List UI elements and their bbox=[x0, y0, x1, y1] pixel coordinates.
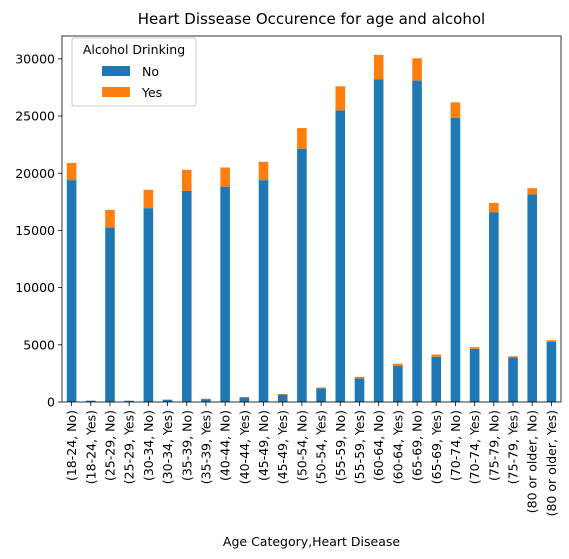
bar-no-8 bbox=[220, 186, 230, 402]
legend-swatch-yes bbox=[102, 87, 130, 97]
bar-yes-13 bbox=[316, 387, 326, 389]
x-tick-label: (75-79, No) bbox=[486, 410, 501, 481]
x-tick-label: (45-49, Yes) bbox=[275, 410, 290, 484]
bar-no-3 bbox=[124, 400, 134, 402]
bar-no-7 bbox=[201, 399, 211, 402]
bar-yes-20 bbox=[450, 102, 461, 118]
bar-no-2 bbox=[105, 227, 115, 402]
bar-no-9 bbox=[239, 397, 250, 402]
y-axis: 0 5000 10000 15000 20000 25000 30000 bbox=[15, 51, 62, 410]
bar-yes-23 bbox=[508, 356, 518, 358]
x-tick-label: (80 or older, No) bbox=[525, 410, 540, 513]
x-tick-label: (60-64, Yes) bbox=[390, 410, 405, 484]
x-tick-label: (18-24, No) bbox=[64, 410, 79, 481]
bar-no-16 bbox=[373, 79, 384, 403]
x-tick-label: (80 or older, Yes) bbox=[544, 410, 559, 516]
legend-label-no: No bbox=[142, 64, 159, 79]
bar-yes-4 bbox=[143, 189, 154, 209]
bar-yes-10 bbox=[258, 161, 269, 181]
bar-no-11 bbox=[277, 394, 288, 402]
x-tick-label: (50-54, Yes) bbox=[314, 410, 329, 484]
y-tick-label: 20000 bbox=[15, 166, 55, 181]
bar-no-12 bbox=[297, 148, 307, 402]
x-tick-label: (60-64, No) bbox=[371, 410, 386, 481]
bar-yes-16 bbox=[373, 54, 384, 80]
x-axis-label: Age Category,Heart Disease bbox=[223, 534, 400, 549]
bar-yes-14 bbox=[335, 86, 346, 111]
x-tick-label: (55-59, No) bbox=[333, 410, 348, 481]
x-tick-label: (25-29, Yes) bbox=[122, 410, 137, 484]
bar-yes-2 bbox=[105, 209, 115, 228]
x-tick-label: (30-34, No) bbox=[141, 410, 156, 481]
bar-yes-6 bbox=[181, 169, 192, 191]
bar-no-6 bbox=[181, 190, 192, 402]
bar-no-17 bbox=[393, 365, 403, 402]
bar-no-5 bbox=[162, 399, 173, 402]
x-tick-label: (65-69, Yes) bbox=[429, 410, 444, 484]
bar-yes-17 bbox=[393, 363, 403, 366]
y-tick-label: 5000 bbox=[23, 337, 55, 352]
x-tick-label: (30-34, Yes) bbox=[160, 410, 175, 484]
bar-no-4 bbox=[143, 208, 154, 402]
x-axis: (18-24, No) (18-24, Yes) (25-29, No) (25-29… bbox=[64, 402, 559, 516]
chart-title: Heart Dissease Occurence for age and alc… bbox=[138, 10, 485, 28]
x-tick-label: (50-54, No) bbox=[294, 410, 309, 481]
legend-items: No Yes bbox=[102, 64, 162, 100]
y-tick-label: 30000 bbox=[15, 51, 55, 66]
x-tick-label: (70-74, No) bbox=[448, 410, 463, 481]
bar-no-24 bbox=[527, 194, 538, 402]
legend-label-yes: Yes bbox=[141, 85, 162, 100]
x-tick-label: (70-74, Yes) bbox=[467, 410, 482, 484]
x-tick-label: (18-24, Yes) bbox=[83, 410, 98, 484]
x-tick-label: (75-79, Yes) bbox=[506, 410, 521, 484]
bar-no-21 bbox=[469, 348, 480, 402]
bar-no-18 bbox=[412, 80, 422, 402]
y-tick-label: 15000 bbox=[15, 223, 55, 238]
bar-no-0 bbox=[66, 180, 77, 402]
bar-no-19 bbox=[431, 356, 442, 402]
bar-no-15 bbox=[354, 378, 365, 402]
bar-no-22 bbox=[489, 212, 499, 402]
legend-swatch-no bbox=[102, 66, 130, 76]
bar-no-23 bbox=[508, 357, 518, 402]
bar-yes-19 bbox=[431, 354, 442, 357]
bar-no-13 bbox=[316, 388, 326, 402]
x-tick-label: (65-69, No) bbox=[410, 410, 425, 481]
bar-yes-21 bbox=[469, 347, 480, 349]
bar-yes-25 bbox=[546, 340, 557, 342]
bar-no-1 bbox=[85, 400, 96, 402]
y-tick-label: 0 bbox=[47, 395, 55, 410]
x-tick-label: (40-44, No) bbox=[218, 410, 233, 481]
x-tick-label: (40-44, Yes) bbox=[237, 410, 252, 484]
bar-yes-22 bbox=[489, 202, 499, 213]
bar-no-20 bbox=[450, 117, 461, 402]
x-tick-label: (35-39, Yes) bbox=[198, 410, 213, 484]
y-tick-label: 25000 bbox=[15, 109, 55, 124]
bar-no-10 bbox=[258, 180, 269, 402]
bar-yes-0 bbox=[66, 162, 77, 181]
bar-yes-18 bbox=[412, 58, 422, 81]
bar-yes-8 bbox=[220, 167, 230, 187]
x-tick-label: (35-39, No) bbox=[179, 410, 194, 481]
bar-yes-24 bbox=[527, 188, 538, 195]
y-tick-label: 10000 bbox=[15, 280, 55, 295]
bar-no-25 bbox=[546, 341, 557, 402]
bar-yes-15 bbox=[354, 376, 365, 379]
bar-yes-11 bbox=[277, 393, 288, 395]
bars-group bbox=[66, 54, 557, 403]
bar-yes-12 bbox=[297, 128, 307, 149]
x-tick-label: (45-49, No) bbox=[256, 410, 271, 481]
x-tick-label: (25-29, No) bbox=[102, 410, 117, 481]
plot-frame bbox=[61, 35, 562, 403]
bar-no-14 bbox=[335, 110, 346, 402]
legend-title: Alcohol Drinking bbox=[83, 42, 185, 57]
legend: Alcohol Drinking No Yes bbox=[71, 37, 197, 107]
x-tick-label: (55-59, Yes) bbox=[352, 410, 367, 484]
